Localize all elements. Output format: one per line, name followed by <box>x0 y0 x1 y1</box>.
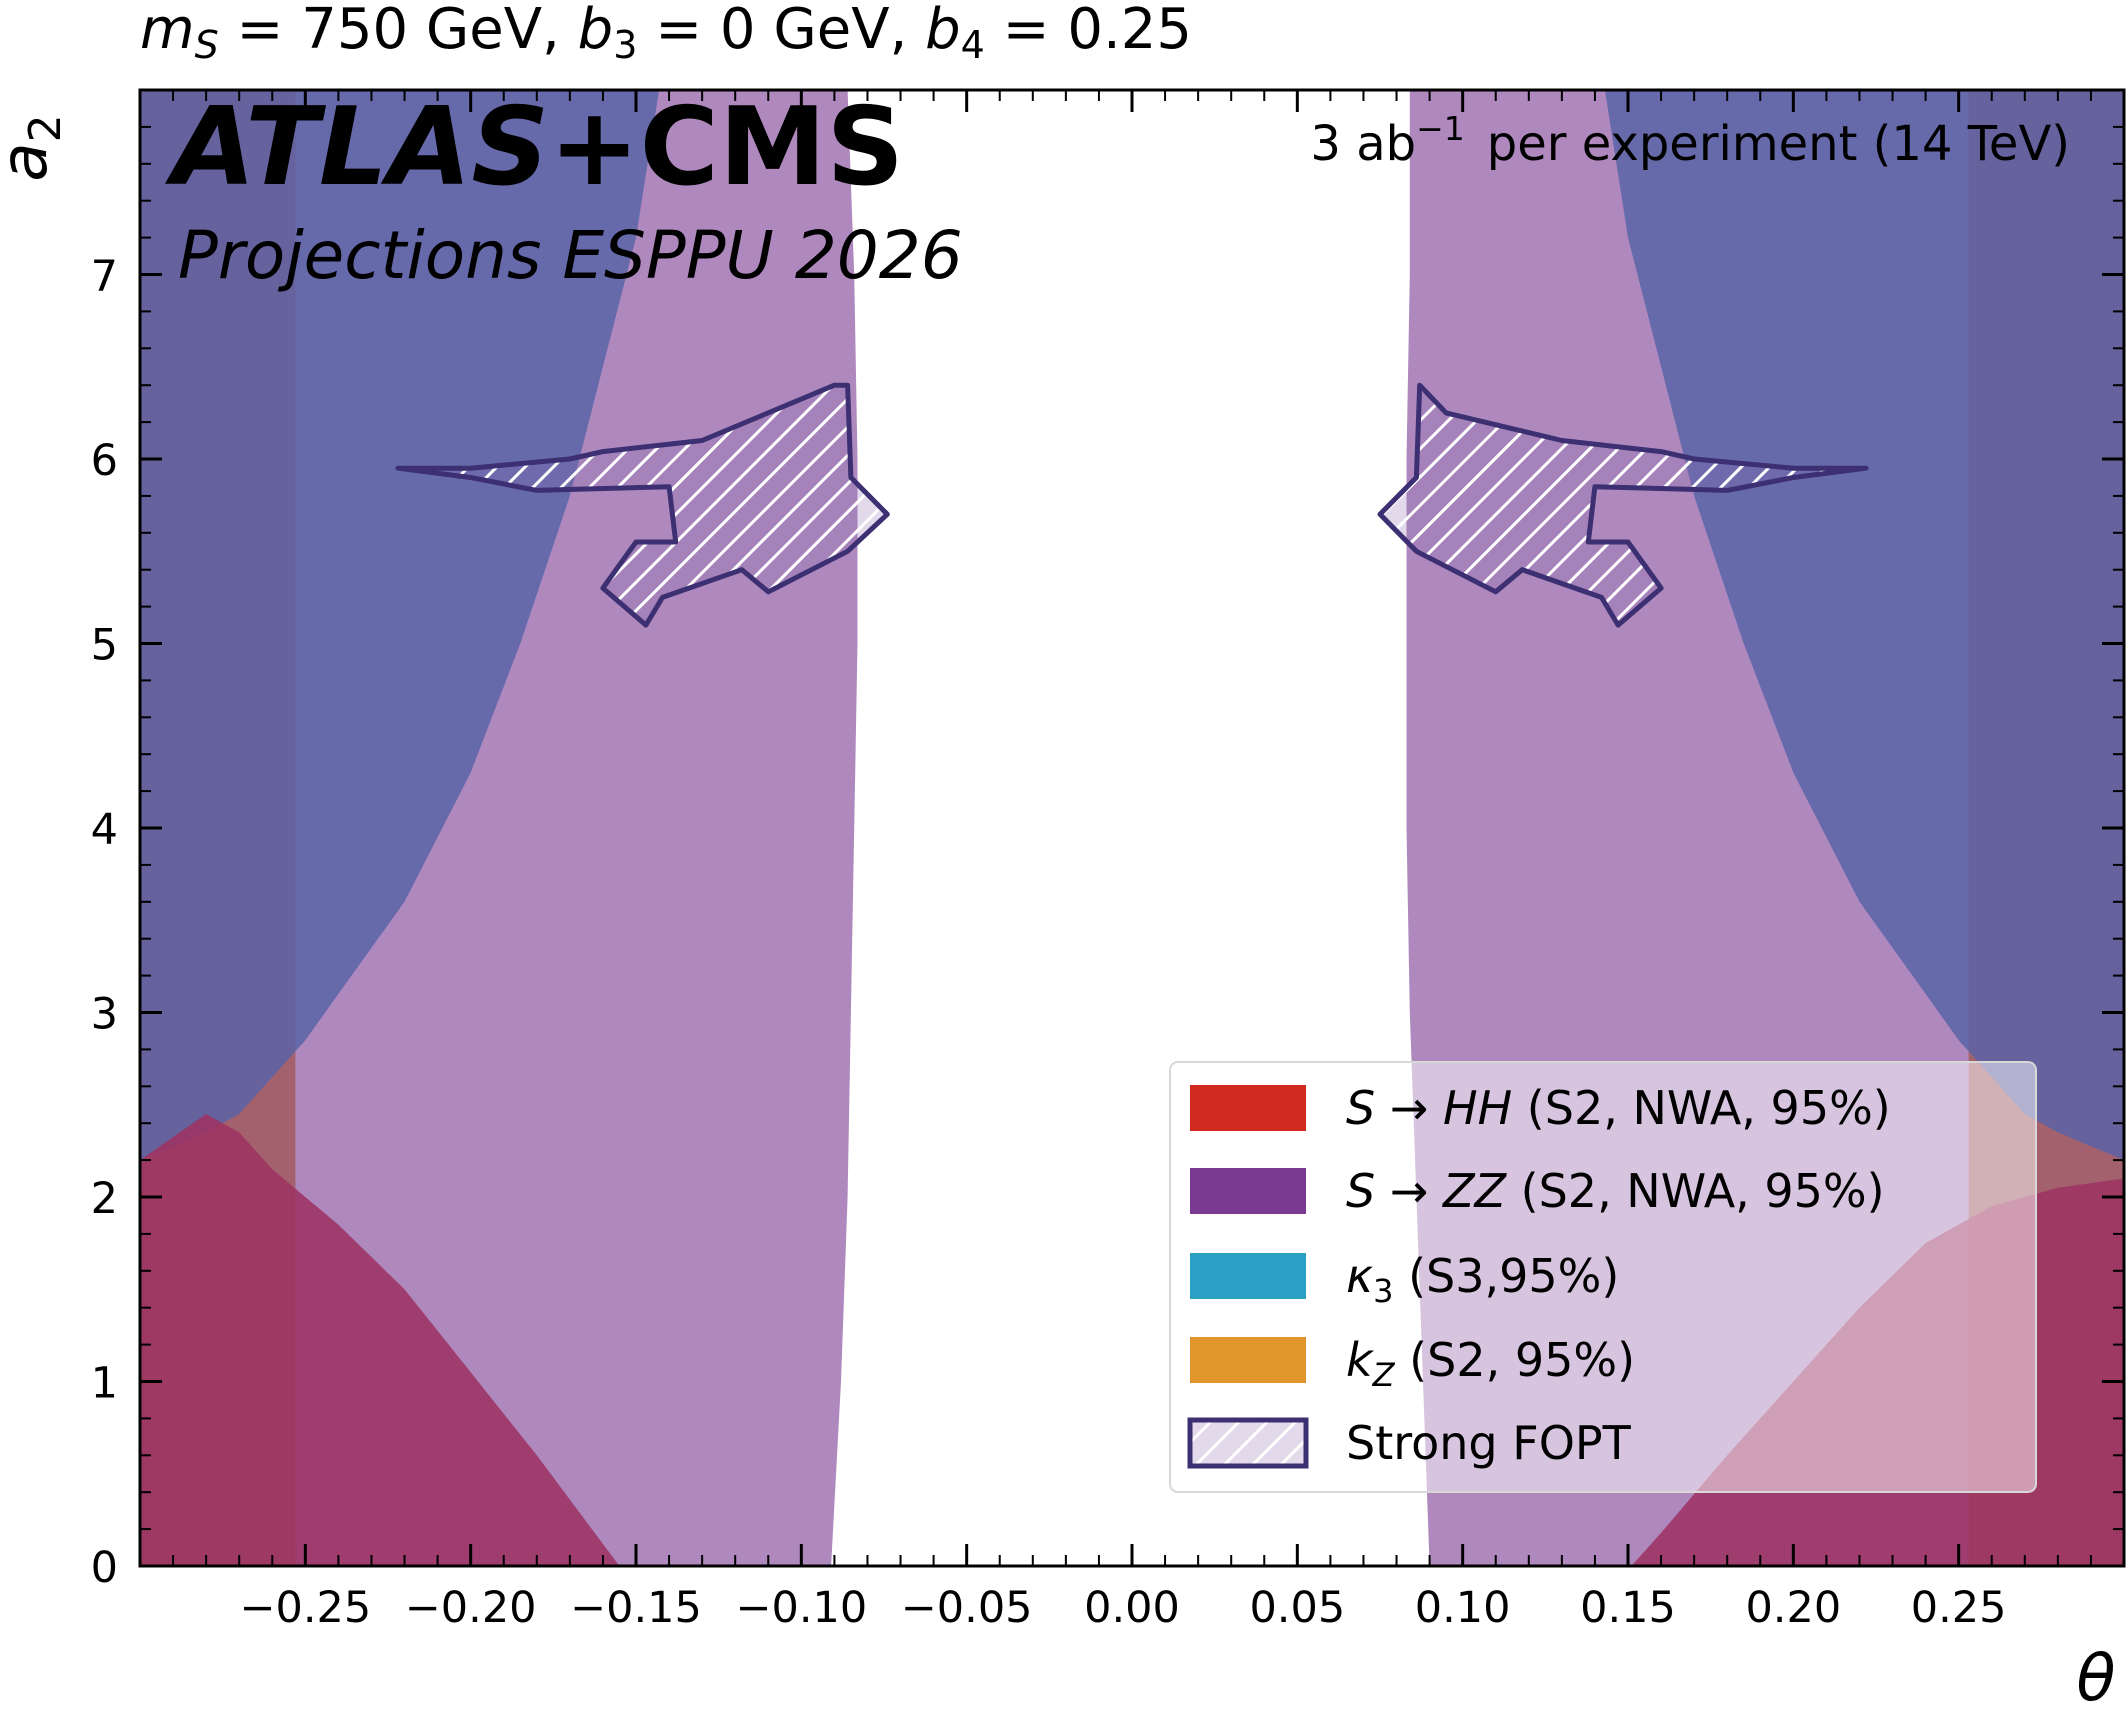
legend: S → HH (S2, NWA, 95%) S → ZZ (S2, NWA, 9… <box>1169 1061 2037 1493</box>
x-tick-label: −0.25 <box>239 1583 371 1633</box>
legend-label-fopt: Strong FOPT <box>1346 1416 1632 1470</box>
y-tick-labels: 0 1 2 3 4 5 6 7 <box>91 252 118 1594</box>
fopt-region <box>395 382 1869 628</box>
x-tick-label: −0.05 <box>901 1583 1033 1633</box>
region-layer <box>140 90 2124 1566</box>
legend-swatch-kz <box>1190 1337 1306 1383</box>
y-tick-label: 7 <box>91 252 118 302</box>
x-tick-label: 0.25 <box>1911 1583 2007 1633</box>
legend-swatch-zz <box>1190 1168 1306 1214</box>
chart-title: mS = 750 GeV, b3 = 0 GeV, b4 = 0.25 <box>140 0 1192 67</box>
y-tick-label: 4 <box>91 805 118 855</box>
y-axis-label: a2 <box>0 114 71 181</box>
fopt-region-right <box>1377 382 1869 628</box>
x-tick-label: 0.10 <box>1415 1583 1511 1633</box>
zz-region-left <box>140 90 858 1566</box>
legend-label-kappa3: κ3 (S3,95%) <box>1346 1249 1619 1310</box>
experiment-label: ATLAS+CMS <box>164 85 904 210</box>
legend-label-kz: kZ (S2, 95%) <box>1346 1333 1635 1394</box>
x-tick-label: −0.10 <box>735 1583 867 1633</box>
legend-swatch-fopt <box>1187 1417 1309 1469</box>
y-tick-label: 0 <box>91 1543 118 1593</box>
x-tick-label: 0.05 <box>1249 1583 1345 1633</box>
x-tick-labels: −0.25 −0.20 −0.15 −0.10 −0.05 0.00 0.05 0.10 0.1… <box>239 1583 2006 1633</box>
y-tick-label: 5 <box>91 621 118 671</box>
legend-label-hh: S → HH (S2, NWA, 95%) <box>1346 1081 1891 1135</box>
luminosity-label: 3 ab−1 per experiment (14 TeV) <box>1310 109 2070 172</box>
y-tick-label: 2 <box>91 1174 118 1224</box>
legend-label-zz: S → ZZ (S2, NWA, 95%) <box>1346 1164 1885 1218</box>
legend-swatch-kappa3 <box>1190 1253 1306 1299</box>
y-tick-label: 1 <box>91 1359 118 1409</box>
x-axis-label: θ <box>2076 1642 2115 1716</box>
x-tick-label: 0.00 <box>1084 1583 1180 1633</box>
projection-label: Projections ESPPU 2026 <box>178 217 963 294</box>
y-tick-label: 6 <box>91 436 118 486</box>
x-tick-label: 0.20 <box>1745 1583 1841 1633</box>
x-tick-label: −0.20 <box>405 1583 537 1633</box>
fopt-region-left <box>395 382 890 628</box>
tick-marks <box>140 90 2124 1568</box>
legend-frame <box>1169 1061 2037 1493</box>
x-tick-label: 0.15 <box>1580 1583 1676 1633</box>
x-tick-label: −0.15 <box>570 1583 702 1633</box>
y-tick-label: 3 <box>91 990 118 1040</box>
legend-swatch-hh <box>1190 1085 1306 1131</box>
